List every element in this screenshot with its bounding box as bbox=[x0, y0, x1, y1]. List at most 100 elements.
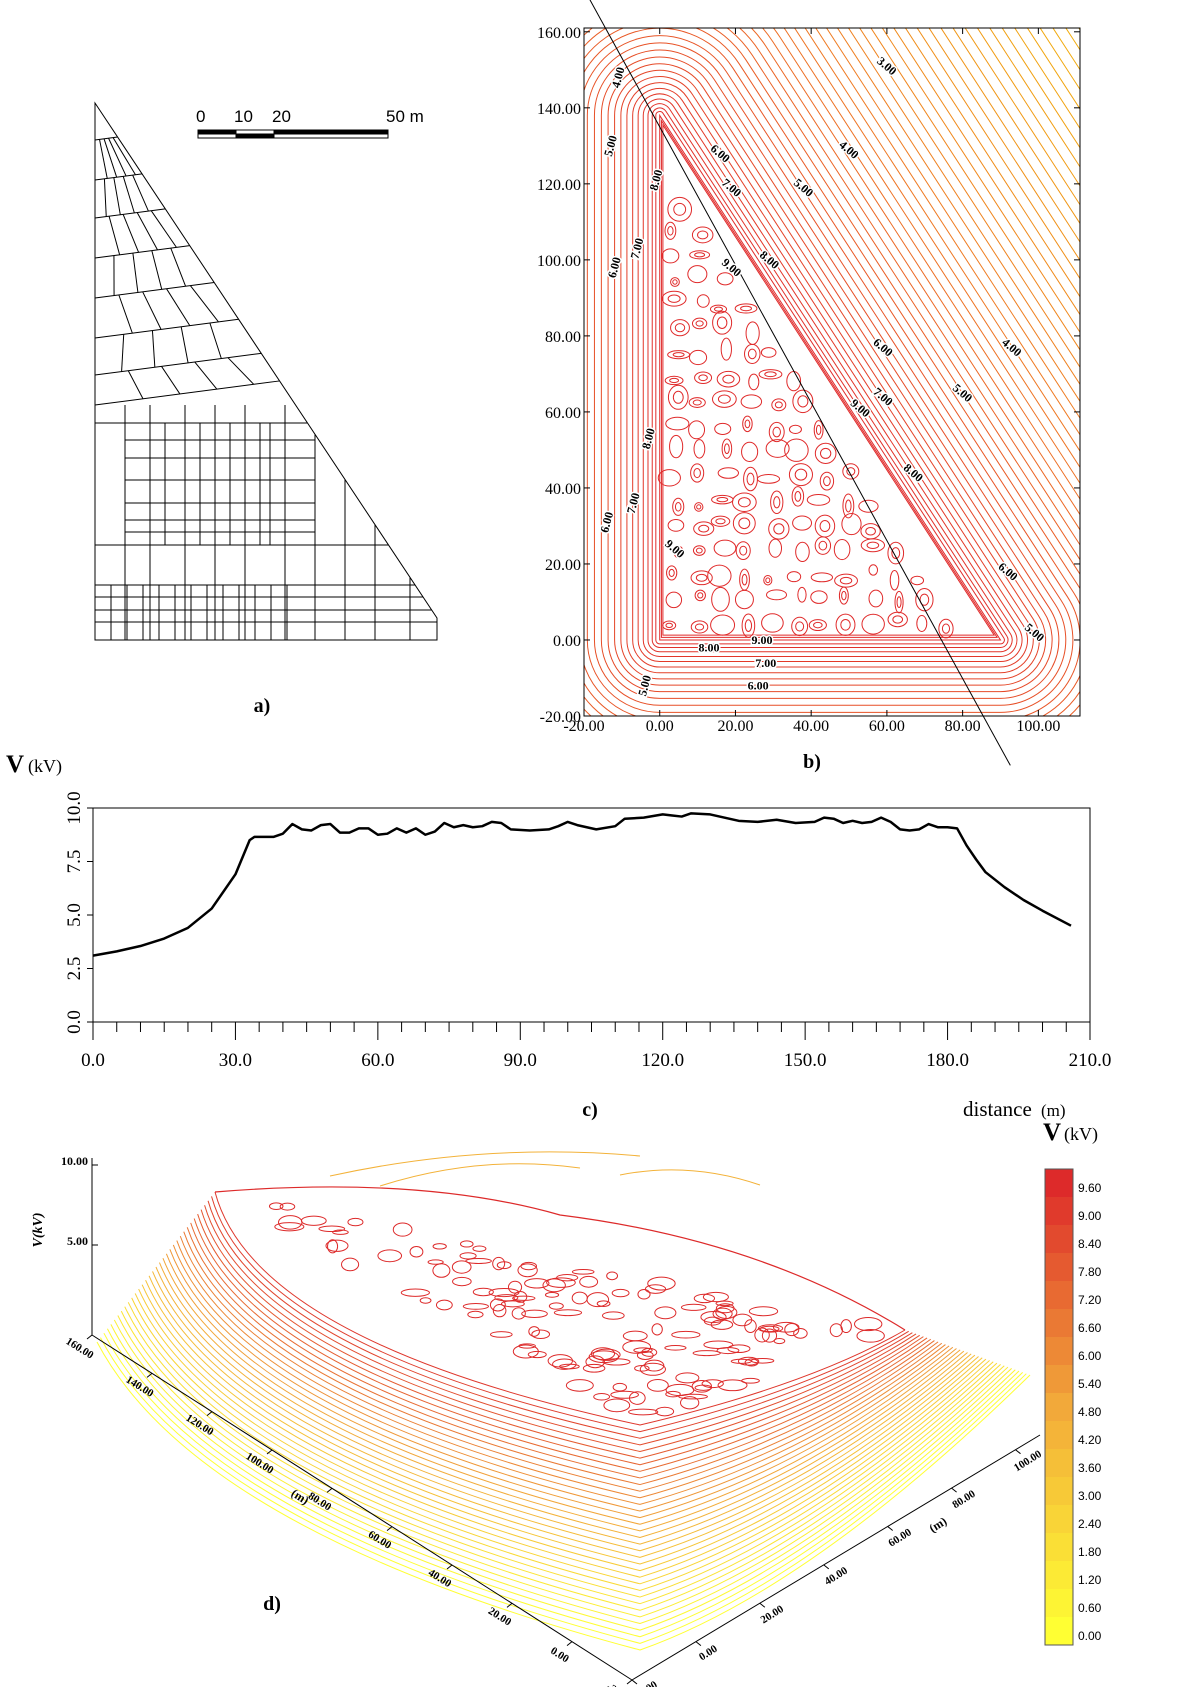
surface-blob bbox=[492, 1256, 506, 1271]
y-tick bbox=[266, 1449, 273, 1455]
contour-blob bbox=[840, 618, 851, 631]
surface-contour bbox=[127, 1302, 998, 1591]
contour-blob bbox=[765, 439, 790, 458]
y-tick-label: 5.0 bbox=[64, 903, 85, 927]
contour-blob bbox=[894, 590, 904, 614]
surface-blob bbox=[628, 1391, 646, 1405]
contour-line bbox=[584, 28, 1080, 716]
surface-plot bbox=[96, 1151, 1031, 1651]
mesh-line bbox=[166, 288, 191, 326]
y-tick bbox=[626, 1679, 633, 1685]
contour-blob bbox=[741, 573, 748, 586]
contour-blob bbox=[756, 474, 781, 484]
contour-blob bbox=[693, 439, 706, 459]
contour-line bbox=[662, 123, 996, 636]
x-tick-label: 60.0 bbox=[361, 1050, 394, 1071]
contour-blob bbox=[737, 497, 751, 508]
surface-blob bbox=[741, 1377, 760, 1384]
contour-blob bbox=[697, 592, 704, 599]
contour-blob bbox=[764, 371, 777, 378]
contour-blob bbox=[657, 469, 681, 487]
surface-blob bbox=[392, 1222, 413, 1237]
surface-blob bbox=[531, 1329, 551, 1340]
contour-blob bbox=[813, 420, 824, 440]
surface-blob bbox=[611, 1288, 630, 1298]
surface-contour bbox=[141, 1284, 983, 1565]
colorbar-band bbox=[1045, 1617, 1073, 1645]
surface-blob bbox=[717, 1379, 748, 1392]
surface-blob bbox=[637, 1289, 651, 1300]
surface-contour bbox=[165, 1253, 957, 1519]
surface-blob bbox=[492, 1304, 507, 1318]
contour-blob bbox=[692, 545, 706, 556]
contour-blob bbox=[694, 502, 704, 512]
contour-blob bbox=[795, 541, 810, 563]
contour-label: 9.00 bbox=[751, 633, 772, 647]
contour-blob bbox=[669, 434, 684, 459]
colorbar-label: 9.60 bbox=[1078, 1181, 1102, 1195]
x-tick-label: -20.00 bbox=[563, 718, 604, 735]
colorbar-label: 2.40 bbox=[1078, 1517, 1102, 1531]
colorbar-label: 1.20 bbox=[1078, 1573, 1102, 1587]
contour-blob bbox=[693, 521, 715, 536]
surface-contour bbox=[176, 1240, 946, 1499]
contour-blob bbox=[691, 317, 708, 330]
x-tick-label: 30.0 bbox=[219, 1050, 252, 1071]
contour-line bbox=[593, 49, 1067, 706]
contour-blob bbox=[744, 419, 751, 429]
surface-blob bbox=[582, 1363, 606, 1373]
surface-blob bbox=[452, 1276, 472, 1287]
contour-blob bbox=[839, 576, 853, 585]
scale-label: 10 bbox=[234, 107, 253, 126]
colorbar-unit: (kV) bbox=[1064, 1124, 1098, 1145]
colorbar-label: 9.00 bbox=[1078, 1209, 1102, 1223]
mesh-line bbox=[189, 285, 219, 323]
y-tick bbox=[326, 1487, 333, 1493]
contour-blob bbox=[713, 539, 737, 557]
contour-blob bbox=[710, 614, 736, 636]
x-axis bbox=[631, 1434, 1041, 1681]
mesh-line bbox=[142, 291, 162, 330]
surface-blob bbox=[488, 1287, 520, 1298]
contour-blob bbox=[667, 196, 693, 222]
surface-contour bbox=[113, 1319, 1012, 1618]
colorbar-label: 7.80 bbox=[1078, 1265, 1102, 1279]
contour-blob bbox=[763, 574, 773, 586]
surface-contour bbox=[100, 1337, 1027, 1644]
colorbar-band bbox=[1045, 1281, 1073, 1309]
contour-blob bbox=[841, 512, 862, 536]
surface-blob bbox=[700, 1310, 727, 1324]
contour-blob bbox=[694, 371, 713, 384]
y-axis-label: V bbox=[6, 751, 24, 778]
contour-blob bbox=[707, 564, 732, 587]
mesh-line bbox=[112, 137, 136, 175]
contour-blob bbox=[774, 401, 783, 409]
contour-blob bbox=[792, 515, 813, 531]
surface-contour bbox=[204, 1205, 917, 1446]
contour-blob bbox=[797, 395, 809, 408]
contour-blob bbox=[740, 394, 763, 409]
surface-blob bbox=[467, 1310, 484, 1319]
y-tick bbox=[446, 1564, 453, 1570]
contour-blob bbox=[716, 316, 728, 329]
contour-blob bbox=[819, 520, 831, 533]
contour-blob bbox=[688, 397, 706, 408]
surface-blob bbox=[647, 1276, 676, 1291]
surface-blob bbox=[432, 1263, 451, 1278]
colorbar-label: 4.80 bbox=[1078, 1405, 1102, 1419]
contour-blob bbox=[694, 623, 705, 631]
mesh-line bbox=[103, 138, 118, 178]
contour-blob bbox=[717, 394, 731, 404]
contour-blob bbox=[712, 390, 737, 408]
contour-blob bbox=[741, 441, 759, 462]
contour-blob bbox=[841, 590, 847, 601]
surface-blob bbox=[651, 1323, 663, 1336]
surface-blob bbox=[542, 1278, 566, 1293]
contour-blob bbox=[788, 424, 802, 434]
contour-label: 8.00 bbox=[698, 641, 719, 655]
colorbar-label: 0.00 bbox=[1078, 1629, 1102, 1643]
contour-blob bbox=[741, 613, 756, 638]
surface-blob bbox=[547, 1354, 574, 1368]
contour-blob bbox=[724, 443, 730, 455]
contour-blob bbox=[672, 390, 684, 404]
